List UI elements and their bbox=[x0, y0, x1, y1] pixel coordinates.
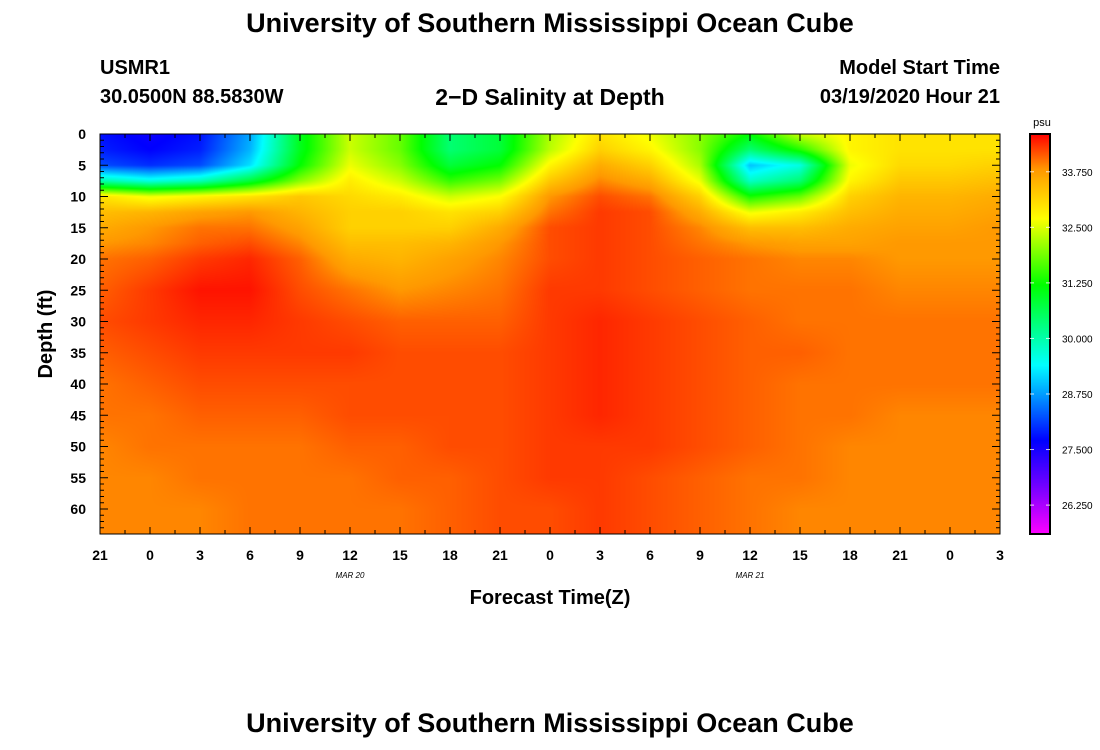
x-tick-label: 21 bbox=[892, 547, 908, 563]
model-start-label: Model Start Time bbox=[839, 57, 1000, 79]
y-tick-label: 15 bbox=[70, 220, 86, 236]
colorbar-ticks: 33.750 32.500 31.250 30.000 28.750 27.500 26.2… bbox=[1030, 168, 1093, 512]
x-tick-label: 0 bbox=[146, 547, 154, 563]
x-tick-label: 9 bbox=[296, 547, 304, 563]
x-date-label: MAR 20 bbox=[336, 571, 365, 580]
colorbar bbox=[1030, 134, 1050, 534]
x-tick-label: 0 bbox=[546, 547, 554, 563]
y-tick-label: 25 bbox=[70, 282, 86, 298]
y-tick-label: 40 bbox=[70, 376, 86, 392]
salinity-heatmap bbox=[100, 134, 1000, 534]
x-tick-label: 21 bbox=[92, 547, 108, 563]
x-axis-label: Forecast Time(Z) bbox=[470, 587, 631, 609]
y-tick-label: 55 bbox=[70, 470, 86, 486]
x-tick-label: 21 bbox=[492, 547, 508, 563]
x-tick-label: 6 bbox=[646, 547, 654, 563]
colorbar-label: 28.750 bbox=[1062, 390, 1093, 401]
y-tick-label: 60 bbox=[70, 501, 86, 517]
y-tick-label: 45 bbox=[70, 407, 86, 423]
colorbar-label: 26.250 bbox=[1062, 501, 1093, 512]
chart-subtitle: 2−D Salinity at Depth bbox=[435, 84, 665, 110]
station-coordinates: 30.0500N 88.5830W bbox=[100, 86, 284, 108]
station-id: USMR1 bbox=[100, 57, 171, 79]
y-axis: 0 5 10 15 20 25 30 35 40 45 50 55 60 bbox=[70, 126, 1000, 535]
colorbar-label: 31.250 bbox=[1062, 279, 1093, 290]
y-tick-label: 10 bbox=[70, 189, 86, 205]
x-date-label: MAR 21 bbox=[736, 571, 765, 580]
y-tick-label: 30 bbox=[70, 314, 86, 330]
x-tick-label: 0 bbox=[946, 547, 954, 563]
x-tick-label: 12 bbox=[742, 547, 758, 563]
y-axis-label: Depth (ft) bbox=[35, 290, 57, 379]
colorbar-label: 27.500 bbox=[1062, 446, 1093, 457]
y-tick-label: 20 bbox=[70, 251, 86, 267]
colorbar-label: 32.500 bbox=[1062, 223, 1093, 234]
x-tick-label: 15 bbox=[792, 547, 808, 563]
x-tick-label: 12 bbox=[342, 547, 358, 563]
colorbar-label: 30.000 bbox=[1062, 334, 1093, 345]
x-tick-label: 9 bbox=[696, 547, 704, 563]
colorbar-container bbox=[1030, 134, 1050, 534]
footer-title: University of Southern Mississippi Ocean… bbox=[246, 708, 854, 738]
x-axis: 21 0 3 6 9 12 15 18 21 0 3 6 9 12 15 18 21 0 3 MAR 20 MAR 21 bbox=[92, 134, 1004, 580]
x-tick-label: 15 bbox=[392, 547, 408, 563]
model-start-value: 03/19/2020 Hour 21 bbox=[819, 86, 1000, 108]
x-tick-label: 6 bbox=[246, 547, 254, 563]
x-tick-label: 3 bbox=[596, 547, 604, 563]
colorbar-unit: psu bbox=[1033, 117, 1051, 129]
colorbar-label: 33.750 bbox=[1062, 168, 1093, 179]
x-tick-label: 18 bbox=[442, 547, 458, 563]
x-tick-label: 3 bbox=[196, 547, 204, 563]
y-tick-label: 5 bbox=[78, 157, 86, 173]
y-tick-label: 50 bbox=[70, 439, 86, 455]
colorbar-frame bbox=[1029, 133, 1051, 535]
y-tick-label: 35 bbox=[70, 345, 86, 361]
x-tick-label: 3 bbox=[996, 547, 1004, 563]
salinity-heatmap-container bbox=[100, 134, 1000, 534]
x-tick-label: 18 bbox=[842, 547, 858, 563]
main-title: University of Southern Mississippi Ocean… bbox=[246, 8, 854, 38]
y-tick-label: 0 bbox=[78, 126, 86, 142]
